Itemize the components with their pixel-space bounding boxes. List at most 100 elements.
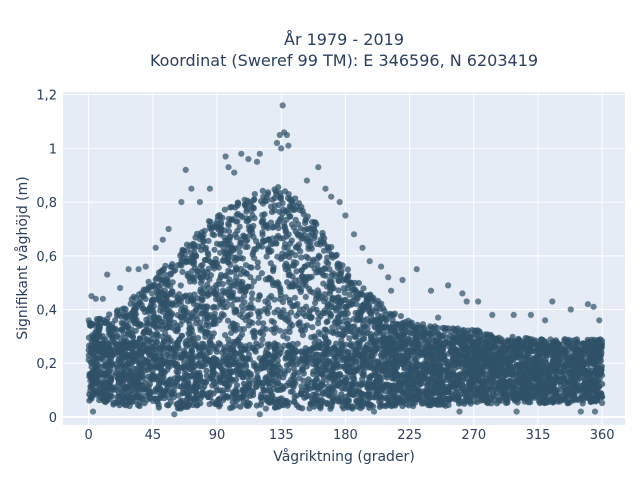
data-point — [357, 395, 364, 402]
data-point — [216, 299, 223, 306]
data-point — [237, 326, 244, 333]
data-point — [234, 218, 241, 225]
data-point — [120, 305, 127, 312]
data-point — [273, 240, 280, 247]
data-point — [350, 315, 357, 322]
data-point — [229, 320, 236, 327]
data-point — [112, 325, 119, 332]
data-point — [198, 290, 205, 297]
data-point — [138, 321, 145, 329]
data-point — [311, 265, 318, 272]
data-point — [292, 355, 299, 362]
data-point — [255, 319, 262, 326]
data-point — [159, 350, 166, 357]
data-point — [242, 243, 249, 251]
data-point — [144, 320, 151, 327]
data-point — [207, 218, 214, 225]
data-point — [345, 272, 352, 279]
data-point — [211, 313, 218, 320]
data-point — [200, 237, 207, 244]
data-point — [125, 352, 132, 359]
data-point — [225, 228, 233, 235]
data-point — [282, 328, 289, 335]
data-point — [259, 237, 267, 244]
data-point — [500, 339, 507, 346]
data-point — [249, 212, 256, 219]
data-point — [354, 295, 361, 302]
data-point — [215, 281, 222, 288]
data-point — [300, 310, 307, 317]
data-point — [187, 295, 194, 302]
data-point — [180, 293, 187, 300]
data-point — [132, 327, 139, 334]
data-point — [508, 337, 515, 344]
data-point — [338, 299, 345, 306]
data-point — [364, 330, 371, 337]
data-point — [232, 308, 239, 315]
data-point — [292, 302, 299, 309]
data-point — [452, 326, 460, 333]
data-point — [346, 291, 353, 298]
data-point — [365, 320, 372, 328]
data-point — [244, 313, 251, 320]
data-point — [199, 242, 206, 249]
data-point — [204, 290, 211, 297]
data-point — [239, 214, 246, 221]
data-point — [321, 291, 328, 298]
data-point — [264, 236, 272, 243]
data-point — [451, 331, 458, 338]
data-point — [594, 338, 601, 345]
data-point — [328, 329, 335, 336]
data-point — [531, 338, 538, 345]
data-point — [202, 330, 209, 337]
data-point — [131, 311, 138, 318]
data-point — [296, 375, 303, 382]
data-point — [251, 191, 258, 198]
data-point — [130, 293, 137, 300]
data-point — [292, 195, 299, 202]
data-point — [115, 348, 122, 355]
data-point — [148, 331, 156, 338]
data-point — [322, 326, 329, 333]
data-point — [302, 220, 309, 227]
data-point — [292, 252, 299, 259]
data-point — [221, 206, 228, 213]
data-point — [262, 405, 269, 412]
data-point — [345, 317, 353, 324]
data-point — [395, 348, 403, 355]
data-point — [276, 189, 284, 197]
data-point — [471, 398, 478, 405]
data-point — [260, 325, 267, 332]
data-point — [287, 388, 294, 395]
data-point — [157, 281, 164, 288]
data-point — [185, 373, 192, 380]
data-point — [309, 258, 316, 265]
data-point — [339, 332, 346, 339]
data-point — [376, 301, 383, 309]
data-point — [256, 293, 263, 300]
data-point — [312, 299, 319, 306]
data-point — [290, 262, 297, 269]
data-point — [114, 366, 121, 373]
data-point — [197, 394, 204, 402]
data-point — [325, 302, 332, 309]
data-point — [344, 266, 351, 273]
data-point — [290, 383, 297, 390]
data-point — [270, 264, 277, 271]
data-point — [355, 280, 362, 287]
data-point — [326, 392, 333, 399]
data-point — [304, 235, 311, 243]
data-point — [189, 254, 196, 261]
data-point — [220, 371, 227, 378]
data-point — [198, 297, 205, 304]
data-point — [355, 342, 362, 350]
data-point — [335, 287, 342, 294]
data-point — [266, 343, 273, 350]
data-point — [244, 236, 251, 244]
data-point — [262, 298, 269, 305]
data-point — [565, 369, 572, 376]
data-point — [247, 274, 254, 281]
data-point — [436, 370, 443, 378]
data-point — [430, 329, 437, 336]
data-point — [231, 268, 238, 275]
